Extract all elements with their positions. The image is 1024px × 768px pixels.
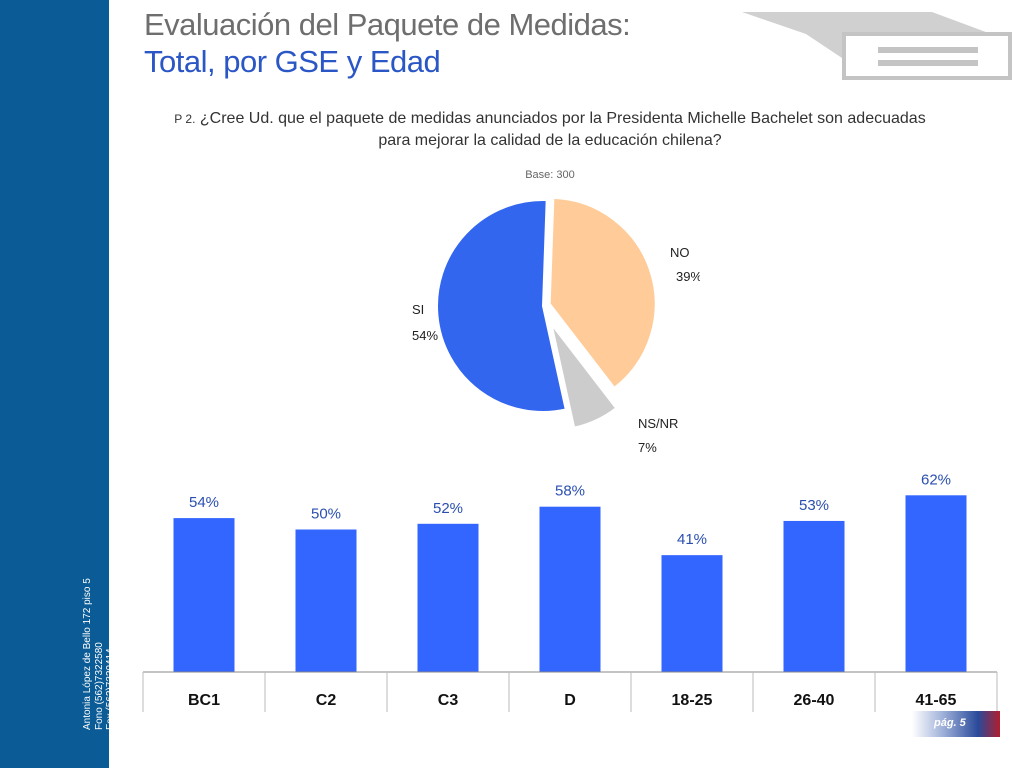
category-label-26-40: 26-40 [794,692,835,709]
pie-label-si: SI [412,302,424,317]
page-footer [912,711,1000,737]
category-label-d: D [564,692,576,709]
category-label-c2: C2 [316,692,337,709]
base-label: Base: 300 [525,169,575,181]
bar-value-label-d: 58% [555,483,585,500]
pie-value-label-si: 54% [412,328,438,343]
category-label-18-25: 18-25 [672,692,713,709]
category-label-c3: C3 [438,692,459,709]
page-title: Evaluación del Paquete de Medidas: Total… [144,6,631,80]
pie-label-no: NO [670,245,690,260]
pie-chart: NO 39% NS/NR 7% SI 54% [412,196,700,455]
bar-value-label-18-25: 41% [677,531,707,548]
pie-value-label-ns-nr: 7% [638,440,657,455]
bar-c3 [417,523,479,672]
category-label-bc1: BC1 [188,692,220,709]
title-line-2: Total, por GSE y Edad [144,44,441,79]
question: P 2. ¿Cree Ud. que el paquete de medidas… [160,108,940,152]
pie-label-ns-nr: NS/NR [638,416,678,431]
bar-18-25 [661,555,723,672]
bar-c2 [295,529,357,672]
bar-value-label-41-65: 62% [921,471,951,488]
pie-slice-si [436,199,567,413]
pie-slice-no [548,196,657,390]
pie-value-label-no: 39% [676,269,700,284]
pie-slice-ns-nr [550,323,618,429]
category-label-41-65: 41-65 [916,692,957,709]
sidebar: Antonia López de Bello 172 piso 5 Fono (… [0,0,139,768]
bar-41-65 [905,495,967,672]
bar-bc1 [173,518,235,672]
bar-value-label-26-40: 53% [799,497,829,514]
title-line-1: Evaluación del Paquete de Medidas: [144,7,631,42]
question-text: ¿Cree Ud. que el paquete de medidas anun… [199,110,926,149]
page-number: pág. 5 [934,717,966,729]
bar-value-label-c2: 50% [311,506,341,523]
bar-value-label-bc1: 54% [189,494,219,511]
bar-26-40 [783,520,845,672]
question-number: P 2. [174,112,196,126]
document-logo-icon [742,12,1012,80]
bar-value-label-c3: 52% [433,500,463,517]
bar-d [539,506,601,672]
